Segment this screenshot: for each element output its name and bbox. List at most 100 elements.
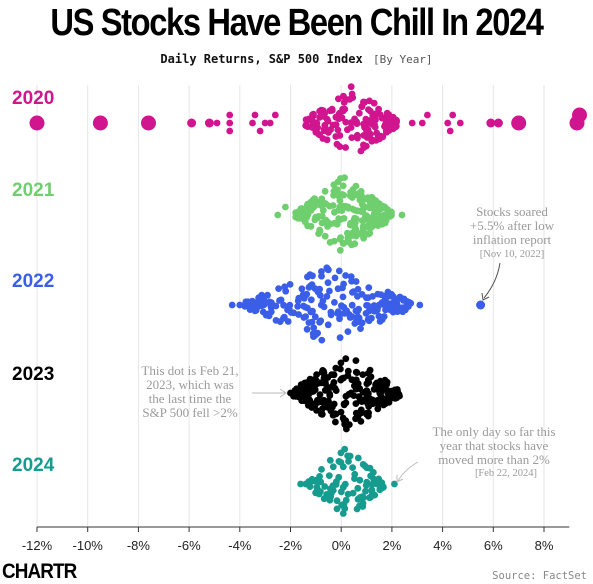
data-point xyxy=(302,116,310,124)
data-point xyxy=(380,380,387,387)
data-point xyxy=(362,482,370,489)
data-point xyxy=(314,124,321,132)
data-point xyxy=(329,463,337,471)
data-point xyxy=(449,111,457,119)
data-point xyxy=(367,373,375,381)
data-point xyxy=(339,182,347,190)
data-point xyxy=(366,464,374,472)
data-point xyxy=(373,480,381,488)
data-point xyxy=(347,124,355,131)
data-point xyxy=(285,305,293,312)
data-point xyxy=(348,134,356,142)
data-point xyxy=(280,313,288,321)
series-label: 2023 xyxy=(12,364,54,385)
data-point xyxy=(354,293,361,300)
data-point xyxy=(321,110,328,117)
data-point xyxy=(383,398,391,406)
data-point xyxy=(365,203,373,211)
data-point xyxy=(416,301,424,309)
data-point xyxy=(334,191,341,199)
data-point xyxy=(335,215,343,223)
data-point xyxy=(377,291,385,298)
annotation-2024-text: year that stocks have xyxy=(440,438,549,453)
data-point xyxy=(349,464,356,471)
data-point xyxy=(380,313,388,320)
data-point xyxy=(336,246,344,254)
data-point xyxy=(318,410,325,418)
data-point xyxy=(368,488,376,496)
data-point xyxy=(317,317,325,325)
data-point xyxy=(372,197,380,205)
data-point xyxy=(365,214,373,221)
data-point xyxy=(275,285,282,292)
annotation-2023-text: 2023, which was xyxy=(146,377,234,392)
data-point xyxy=(331,299,338,306)
data-point xyxy=(376,318,384,325)
data-point xyxy=(313,371,320,378)
data-point xyxy=(408,119,416,127)
data-point xyxy=(304,304,311,312)
annotation-2022-text: inflation report xyxy=(473,232,552,247)
data-point xyxy=(187,118,197,128)
data-point xyxy=(366,494,373,502)
data-point xyxy=(340,107,347,115)
data-point xyxy=(339,414,347,422)
data-point xyxy=(334,114,341,122)
data-point xyxy=(266,119,274,127)
data-point xyxy=(358,493,366,501)
data-point xyxy=(354,134,361,142)
data-point xyxy=(274,211,282,219)
data-point xyxy=(337,359,345,367)
data-point xyxy=(330,371,338,378)
data-point xyxy=(284,318,292,325)
data-point xyxy=(316,478,324,486)
data-point xyxy=(310,324,318,332)
data-point xyxy=(29,115,45,131)
data-point xyxy=(314,329,321,337)
data-point xyxy=(354,412,362,420)
data-point xyxy=(476,300,486,310)
data-point xyxy=(358,319,366,327)
data-point xyxy=(379,133,387,141)
data-point xyxy=(301,379,308,387)
chart-subtitle: Daily Returns, S&P 500 Index [By Year] xyxy=(0,52,593,66)
subtitle-main: Daily Returns, S&P 500 Index xyxy=(160,52,363,66)
data-point xyxy=(339,293,347,301)
annotation-2023-text: the last time the xyxy=(149,391,232,406)
data-point xyxy=(511,115,527,131)
data-point xyxy=(456,119,464,127)
data-point xyxy=(346,221,354,229)
data-point xyxy=(347,83,355,91)
data-point xyxy=(342,496,350,504)
data-point xyxy=(376,390,384,397)
annotation-2024-text: moved more than 2% xyxy=(438,452,550,467)
data-point xyxy=(309,124,316,131)
data-point xyxy=(340,280,347,288)
series-label: 2021 xyxy=(12,180,55,201)
data-point xyxy=(318,212,326,220)
data-point xyxy=(335,95,342,103)
data-point xyxy=(335,473,343,481)
data-point xyxy=(364,302,372,309)
data-point xyxy=(307,115,315,123)
data-point xyxy=(236,301,244,309)
data-point xyxy=(226,119,234,127)
data-point xyxy=(486,118,496,128)
data-point xyxy=(375,302,382,310)
data-point xyxy=(316,131,323,139)
data-point xyxy=(355,189,363,197)
data-point xyxy=(321,123,329,131)
data-point xyxy=(368,314,375,322)
data-point xyxy=(337,449,345,457)
data-point xyxy=(346,192,354,200)
data-point xyxy=(357,147,365,155)
data-point xyxy=(363,395,371,403)
data-point xyxy=(332,418,339,426)
data-point xyxy=(300,295,308,302)
data-point xyxy=(323,136,331,144)
data-point xyxy=(399,308,407,316)
data-point xyxy=(339,463,347,471)
data-point xyxy=(365,307,373,315)
data-point xyxy=(340,401,348,409)
